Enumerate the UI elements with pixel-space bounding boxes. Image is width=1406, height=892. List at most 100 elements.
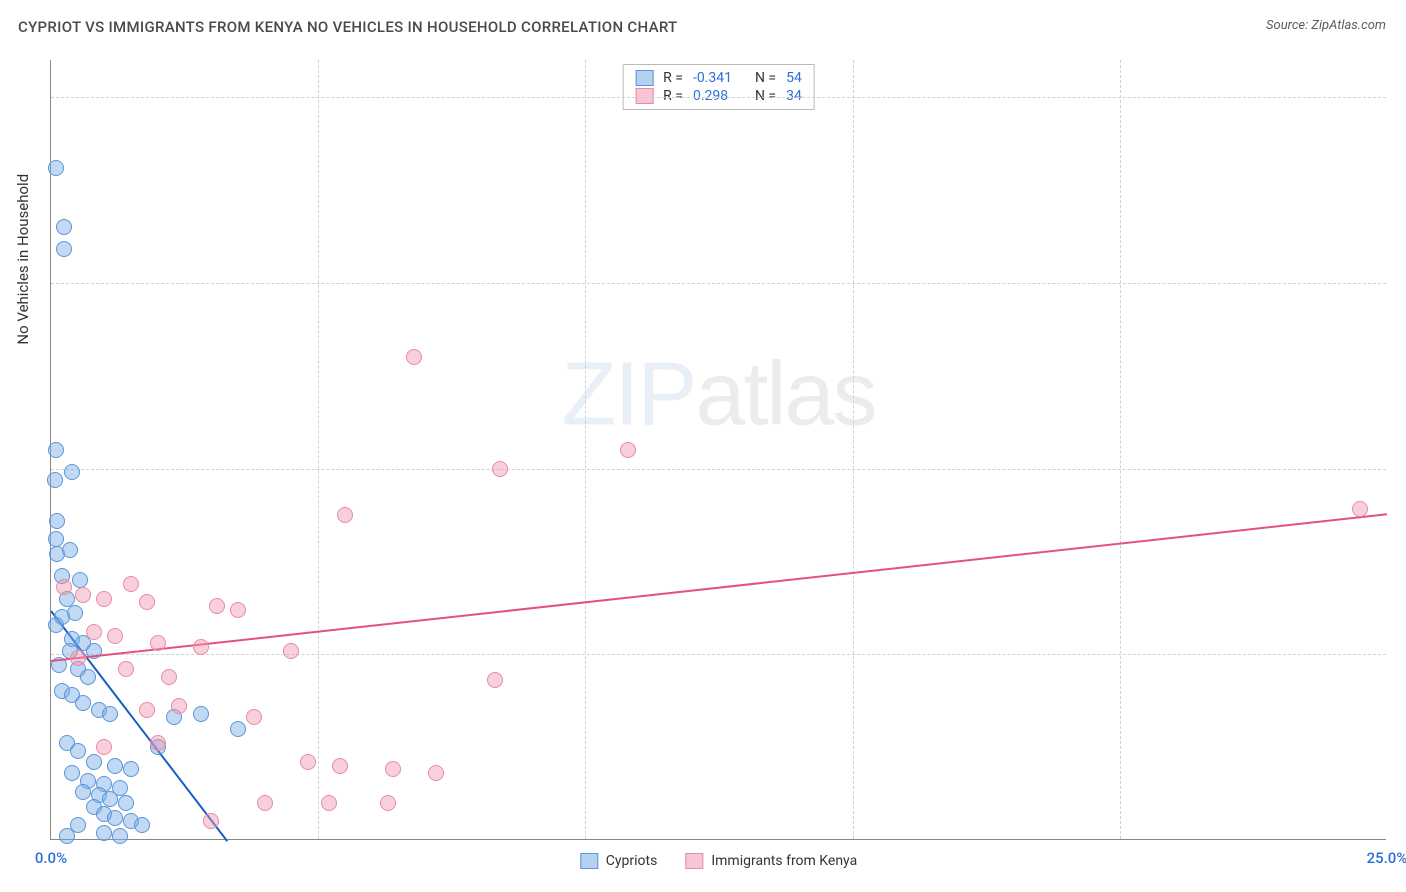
data-point: [620, 442, 636, 458]
gridline-v: [1120, 60, 1121, 839]
data-point: [171, 698, 187, 714]
data-point: [86, 624, 102, 640]
y-tick-label: 20.0%: [1396, 460, 1406, 478]
gridline-v: [853, 60, 854, 839]
data-point: [209, 598, 225, 614]
data-point: [380, 795, 396, 811]
data-point: [64, 765, 80, 781]
stat-r-label: R =: [663, 88, 683, 104]
stat-n-label: N =: [755, 88, 776, 104]
data-point: [283, 643, 299, 659]
gridline-v: [585, 60, 586, 839]
stats-row: R = 0.298 N = 34: [635, 87, 802, 105]
data-point: [96, 825, 112, 841]
data-point: [107, 758, 123, 774]
data-point: [96, 739, 112, 755]
data-point: [107, 628, 123, 644]
source-label: Source: ZipAtlas.com: [1266, 18, 1386, 33]
data-point: [487, 672, 503, 688]
data-point: [150, 635, 166, 651]
stat-r-value: -0.341: [693, 70, 745, 86]
data-point: [150, 735, 166, 751]
data-point: [56, 579, 72, 595]
data-point: [337, 507, 353, 523]
plot-area: ZIPatlas R =-0.341N =54R =0.298N =34 Cyp…: [50, 60, 1386, 840]
data-point: [107, 810, 123, 826]
data-point: [86, 754, 102, 770]
data-point: [48, 442, 64, 458]
legend-label: Immigrants from Kenya: [711, 853, 857, 869]
data-point: [64, 464, 80, 480]
x-tick-label: 0.0%: [21, 849, 81, 867]
legend-swatch: [580, 853, 598, 869]
gridline-h: [51, 469, 1386, 470]
x-tick-label: 25.0%: [1357, 849, 1406, 867]
data-point: [48, 531, 64, 547]
data-point: [428, 765, 444, 781]
data-point: [230, 721, 246, 737]
data-point: [300, 754, 316, 770]
data-point: [161, 669, 177, 685]
watermark: ZIPatlas: [561, 343, 875, 446]
stat-n-label: N =: [755, 70, 776, 86]
data-point: [70, 650, 86, 666]
stat-r-value: 0.298: [693, 88, 745, 104]
watermark-bold: ZIP: [561, 344, 695, 444]
data-point: [80, 669, 96, 685]
gridline-h: [51, 283, 1386, 284]
legend-swatch: [635, 70, 653, 86]
data-point: [139, 702, 155, 718]
data-point: [56, 241, 72, 257]
stat-n-value: 34: [786, 88, 802, 104]
data-point: [75, 784, 91, 800]
data-point: [406, 349, 422, 365]
gridline-h: [51, 654, 1386, 655]
data-point: [118, 661, 134, 677]
data-point: [257, 795, 273, 811]
trend-line: [51, 513, 1387, 662]
stat-n-value: 54: [786, 70, 802, 86]
legend-item: Cypriots: [580, 853, 658, 869]
data-point: [48, 617, 64, 633]
stat-r-label: R =: [663, 70, 683, 86]
y-tick-label: 40.0%: [1396, 88, 1406, 106]
legend-label: Cypriots: [606, 853, 658, 869]
data-point: [203, 813, 219, 829]
data-point: [102, 791, 118, 807]
data-point: [123, 576, 139, 592]
y-tick-label: 30.0%: [1396, 274, 1406, 292]
data-point: [102, 706, 118, 722]
data-point: [321, 795, 337, 811]
data-point: [75, 695, 91, 711]
data-point: [49, 513, 65, 529]
data-point: [118, 795, 134, 811]
stats-box: R = -0.341 N = 54 R = 0.298 N = 34: [622, 64, 815, 110]
data-point: [70, 743, 86, 759]
legend-item: Immigrants from Kenya: [685, 853, 857, 869]
data-point: [112, 828, 128, 844]
y-axis-label: No Vehicles in Household: [14, 174, 32, 345]
data-point: [139, 594, 155, 610]
data-point: [230, 602, 246, 618]
data-point: [246, 709, 262, 725]
data-point: [332, 758, 348, 774]
data-point: [492, 461, 508, 477]
data-point: [193, 639, 209, 655]
data-point: [1352, 501, 1368, 517]
data-point: [123, 761, 139, 777]
data-point: [134, 817, 150, 833]
data-point: [385, 761, 401, 777]
watermark-thin: atlas: [695, 344, 875, 444]
data-point: [59, 828, 75, 844]
data-point: [193, 706, 209, 722]
stats-row: R = -0.341 N = 54: [635, 69, 802, 87]
gridline-h: [51, 97, 1386, 98]
data-point: [56, 219, 72, 235]
legend-swatch: [635, 88, 653, 104]
data-point: [75, 587, 91, 603]
bottom-legend: Cypriots Immigrants from Kenya: [580, 853, 857, 869]
data-point: [47, 472, 63, 488]
data-point: [72, 572, 88, 588]
data-point: [96, 591, 112, 607]
chart-title: CYPRIOT VS IMMIGRANTS FROM KENYA NO VEHI…: [18, 18, 678, 36]
